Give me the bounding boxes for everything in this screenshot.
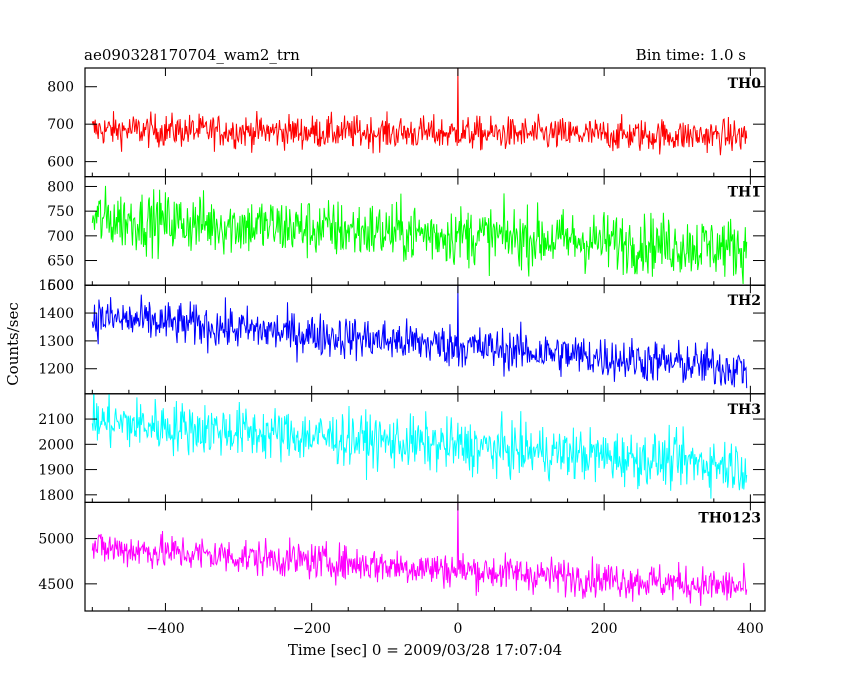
y-tick-label-th3-2000: 2000 bbox=[38, 437, 74, 453]
x-tick-label--200: −200 bbox=[292, 621, 330, 637]
x-tick-label-200: 200 bbox=[591, 621, 618, 637]
y-tick-label-th2-1300: 1300 bbox=[38, 334, 74, 350]
y-tick-label-th2-1500: 1500 bbox=[38, 278, 74, 294]
panel-label-th1: TH1 bbox=[728, 185, 761, 201]
y-tick-label-th1-650: 650 bbox=[47, 254, 74, 270]
series-line-th1 bbox=[91, 185, 748, 285]
chart-title-left: ae090328170704_wam2_trn bbox=[84, 46, 300, 64]
y-tick-label-th0-600: 600 bbox=[47, 155, 74, 171]
series-line-th0123 bbox=[91, 502, 748, 606]
panel-frame-th0123 bbox=[84, 501, 766, 612]
series-line-th0 bbox=[91, 68, 748, 156]
series-line-th2 bbox=[91, 285, 748, 389]
y-tick-label-th0-800: 800 bbox=[47, 80, 74, 96]
y-axis-label: Counts/sec bbox=[4, 302, 22, 386]
y-tick-label-th0123-5000: 5000 bbox=[38, 532, 74, 548]
y-tick-label-th2-1200: 1200 bbox=[38, 362, 74, 378]
panel-label-th0: TH0 bbox=[728, 76, 762, 92]
panels-group: 600 700 800 TH0 600 650 700 750 800 TH1 1200 1300 14… bbox=[38, 67, 766, 637]
y-tick-label-th1-700: 700 bbox=[47, 229, 74, 245]
x-tick-label-400: 400 bbox=[737, 621, 764, 637]
y-tick-label-th1-800: 800 bbox=[47, 179, 74, 195]
y-tick-label-th0123-4500: 4500 bbox=[38, 577, 74, 593]
y-tick-label-th3-1800: 1800 bbox=[38, 488, 74, 504]
series-line-th3 bbox=[91, 393, 748, 499]
x-tick-label-0: 0 bbox=[453, 621, 462, 637]
y-tick-label-th0-700: 700 bbox=[47, 117, 74, 133]
panel-label-th0123: TH0123 bbox=[698, 510, 761, 526]
y-tick-label-th1-750: 750 bbox=[47, 204, 74, 220]
panel-label-th3: TH3 bbox=[728, 402, 761, 418]
y-tick-label-th3-2100: 2100 bbox=[38, 412, 74, 428]
y-tick-label-th3-1900: 1900 bbox=[38, 463, 74, 479]
x-axis-label: Time [sec] 0 = 2009/03/28 17:07:04 bbox=[288, 641, 562, 659]
panel-label-th2: TH2 bbox=[728, 293, 761, 309]
y-tick-label-th1-600: 600 bbox=[47, 278, 74, 294]
x-tick-label--400: −400 bbox=[146, 621, 184, 637]
y-tick-label-th2-1400: 1400 bbox=[38, 306, 74, 322]
chart-title-right: Bin time: 1.0 s bbox=[636, 46, 746, 64]
